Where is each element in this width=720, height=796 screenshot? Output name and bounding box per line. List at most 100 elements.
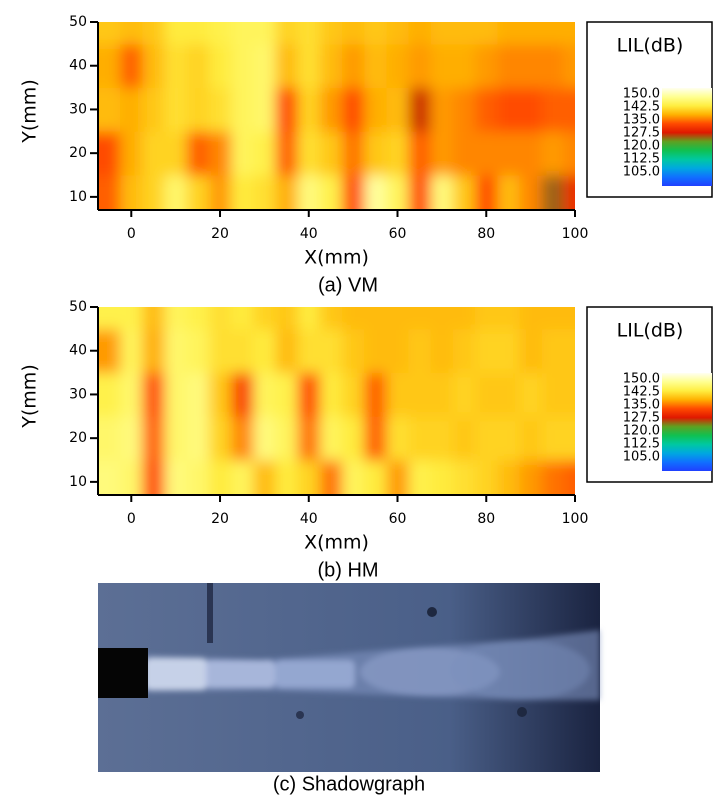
cell [497,416,521,461]
y-tick-label: 40 [69,343,87,359]
cell [519,131,543,176]
cell [297,328,321,374]
cell [475,328,498,374]
jet [140,630,600,700]
cell [231,43,254,89]
cell [342,416,365,461]
cell [430,460,454,495]
cell [164,416,188,461]
legend-title: LIL(dB) [617,320,684,342]
cell [231,416,254,461]
y-tick-label: 50 [69,14,87,30]
cell [297,22,321,45]
cell [408,43,432,89]
cell [475,372,498,417]
cell [186,307,210,330]
colorbar-tick-label: 120.0 [623,424,660,439]
cell [120,87,143,132]
legend-title: LIL(dB) [617,35,684,57]
cell [142,175,166,210]
cell [364,328,387,374]
cell [186,175,210,210]
cell [364,175,387,210]
colorbar-tick-label: 112.5 [623,437,660,452]
cell [319,416,343,461]
y-tick-label: 30 [69,386,87,402]
cell [319,175,343,210]
cell [408,460,432,495]
cell [120,416,143,461]
cell [519,43,543,89]
colorbar [662,373,712,471]
cell [297,416,321,461]
cell [364,43,387,89]
cell [253,43,276,89]
cell [297,372,321,417]
x-tick-label: 60 [389,511,407,527]
x-tick-label: 40 [300,511,318,527]
cell [475,43,498,89]
cell [408,328,432,374]
cell [208,328,232,374]
cell [519,416,543,461]
cell [142,43,166,89]
cell [475,416,498,461]
cell [541,22,565,45]
cell [142,416,166,461]
cell [408,307,432,330]
cell [186,22,210,45]
cell [386,175,410,210]
cell [319,460,343,495]
colorbar-tick-label: 142.5 [623,100,660,115]
y-tick-label: 20 [69,145,87,161]
cell [386,307,410,330]
cell [519,372,543,417]
cell [208,43,232,89]
cell [120,328,143,374]
colorbar-tick-label: 150.0 [623,372,660,387]
cell [386,460,410,495]
x-tick-label: 20 [211,226,229,242]
cell [142,372,166,417]
cell [452,307,476,330]
cell [364,22,387,45]
cell [342,307,365,330]
cell [364,131,387,176]
x-tick-label: 60 [389,226,407,242]
cell [164,43,188,89]
cell [120,43,143,89]
cell [275,175,299,210]
colorbar-tick-label: 127.5 [623,126,660,141]
cell [342,22,365,45]
cell [452,131,476,176]
x-tick-label: 20 [211,511,229,527]
cell [497,43,521,89]
cell [452,328,476,374]
cell [497,460,521,495]
cell [231,175,254,210]
cell [342,175,365,210]
cell [98,22,121,45]
cell [275,416,299,461]
cell [475,307,498,330]
cell [275,372,299,417]
cell [452,43,476,89]
cell [142,131,166,176]
cell [475,22,498,45]
cell [186,328,210,374]
cell [408,416,432,461]
cell [98,372,121,417]
cell [430,328,454,374]
cell [319,307,343,330]
cell [208,131,232,176]
cell [297,43,321,89]
cell [120,372,143,417]
x-axis-label: X(mm) [304,532,369,554]
x-tick-label: 40 [300,226,318,242]
cells [98,22,575,210]
cell [98,43,121,89]
cell [98,131,121,176]
plot-area [98,307,575,495]
cell [164,328,188,374]
